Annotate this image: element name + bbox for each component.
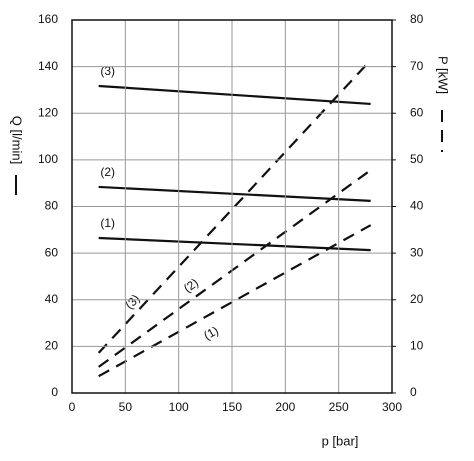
series-label: (2) xyxy=(181,276,201,296)
y-tick-label: 20 xyxy=(45,339,59,353)
y-tick-label: 80 xyxy=(45,199,59,213)
x-tick-label: 50 xyxy=(119,400,133,414)
y2-tick-label: 50 xyxy=(410,152,424,166)
series-label: (3) xyxy=(100,64,115,78)
series-line xyxy=(98,224,372,378)
y2-tick-label: 30 xyxy=(410,245,424,259)
x-tick-label: 300 xyxy=(382,400,402,414)
y2-tick-label: 10 xyxy=(410,339,424,353)
y2-tick-label: 80 xyxy=(410,12,424,26)
x-tick-label: 100 xyxy=(169,400,189,414)
x-tick-label: 250 xyxy=(329,400,349,414)
series-label: (1) xyxy=(201,323,221,342)
y2-tick-label: 20 xyxy=(410,292,424,306)
series-line xyxy=(97,59,372,354)
y-tick-label: 140 xyxy=(38,59,58,73)
x-axis-title: p [bar] xyxy=(322,433,359,448)
x-tick-label: 150 xyxy=(222,400,242,414)
x-tick-label: 200 xyxy=(275,400,295,414)
y2-axis-title: P [kW] xyxy=(436,56,451,94)
y2-tick-label: 70 xyxy=(410,59,424,73)
series-line xyxy=(98,84,371,106)
series-line xyxy=(98,236,371,252)
series-label: (1) xyxy=(100,216,115,230)
y2-tick-label: 60 xyxy=(410,105,424,119)
series-line xyxy=(98,169,372,368)
y-tick-label: 100 xyxy=(38,152,58,166)
y-tick-label: 60 xyxy=(45,245,59,259)
series-line xyxy=(98,185,371,203)
y-tick-label: 120 xyxy=(38,105,58,119)
y-axis-title: Q [l/min] xyxy=(10,116,25,164)
y-tick-label: 160 xyxy=(38,12,58,26)
y-tick-label: 0 xyxy=(51,385,58,399)
y2-tick-label: 40 xyxy=(410,199,424,213)
y2-tick-label: 0 xyxy=(410,385,417,399)
plot-frame xyxy=(71,19,393,394)
series-label: (2) xyxy=(100,165,115,179)
x-tick-label: 0 xyxy=(69,400,76,414)
y-tick-label: 40 xyxy=(45,292,59,306)
